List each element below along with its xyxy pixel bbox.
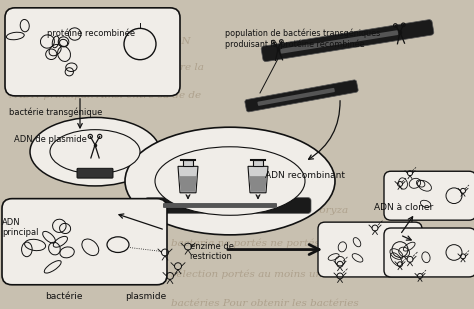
Polygon shape [253,159,263,166]
Ellipse shape [125,127,335,235]
Text: enzime de
restriction: enzime de restriction [190,242,234,261]
Text: factoria ne portés ne portés oryza: factoria ne portés ne portés oryza [171,205,349,215]
Polygon shape [183,159,193,166]
FancyBboxPatch shape [163,203,277,208]
FancyBboxPatch shape [384,228,474,277]
FancyBboxPatch shape [5,8,180,96]
Text: l'ADN principal. Ainsi entre sa de de: l'ADN principal. Ainsi entre sa de de [9,91,201,100]
FancyBboxPatch shape [261,19,434,61]
Text: bactérie transgénique: bactérie transgénique [9,107,103,117]
Text: bacteria ne portés ne portés oryza: bacteria ne portés ne portés oryza [171,239,351,248]
Ellipse shape [107,237,129,252]
Ellipse shape [155,147,305,215]
Ellipse shape [30,117,160,186]
Text: ADN
principal: ADN principal [2,218,39,237]
Text: ADN à cloner: ADN à cloner [374,203,434,212]
Text: population de bactéries transgéniques
produisant la protéine recombinée: population de bactéries transgéniques pr… [225,29,381,49]
Text: plasmide: plasmide [126,292,167,301]
FancyBboxPatch shape [145,198,311,213]
Text: ADN de plasmide: ADN de plasmide [14,134,87,144]
Text: bactérie: bactérie [45,292,82,301]
Text: protéine recombinée: protéine recombinée [47,29,136,38]
Polygon shape [179,176,197,192]
FancyBboxPatch shape [384,171,474,220]
Polygon shape [178,166,198,193]
Text: bibliothèque l'ADN al'ADN al'ADN: bibliothèque l'ADN al'ADN al'ADN [9,36,191,46]
Polygon shape [248,166,268,193]
FancyBboxPatch shape [245,80,358,112]
FancyBboxPatch shape [77,168,113,178]
Ellipse shape [50,130,140,174]
Text: ADN recombinant: ADN recombinant [265,171,346,180]
Circle shape [124,28,156,60]
FancyBboxPatch shape [318,222,422,277]
Text: sélection portés au moins une: sélection portés au moins une [171,269,328,279]
Circle shape [446,245,462,260]
Polygon shape [249,176,267,192]
Circle shape [446,188,462,204]
FancyBboxPatch shape [257,88,335,106]
Text: bactéries Pour obtenir les bactéries: bactéries Pour obtenir les bactéries [171,299,358,308]
Text: combinaison l'ADN principal entre la: combinaison l'ADN principal entre la [9,64,204,73]
FancyBboxPatch shape [2,199,167,285]
Circle shape [392,242,408,257]
FancyBboxPatch shape [280,30,398,54]
